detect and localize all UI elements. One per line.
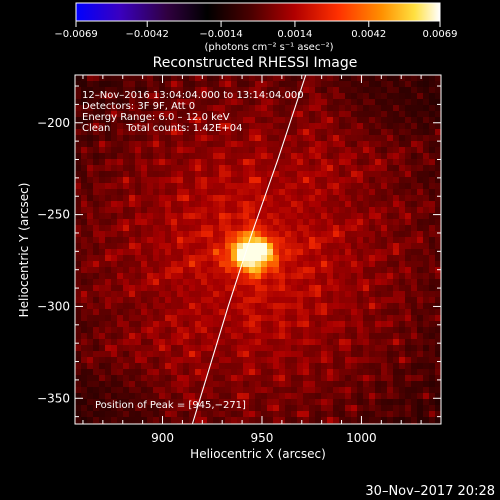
y-tick-label: −300 <box>37 299 70 313</box>
colorbar <box>75 2 441 22</box>
solar-limb-line <box>191 75 307 424</box>
colorbar-ticks: −0.0069 −0.0042 −0.0014 0.0014 0.0042 0.0069 <box>54 21 458 40</box>
footer-date: 30–Nov–2017 20:28 <box>365 484 495 499</box>
annotation-detectors: Detectors: 3F 9F, Att 0 <box>82 101 195 112</box>
y-tick-label: −350 <box>37 391 70 405</box>
colorbar-tick-label: 0.0069 <box>423 29 458 40</box>
colorbar-tick-label: 0.0014 <box>277 29 312 40</box>
annotation-energy-range: Energy Range: 6.0 – 12.0 keV <box>82 112 230 123</box>
axis-ticks: 900 950 1000 −200 −250 −300 −350 <box>37 75 442 445</box>
plot-frame <box>74 74 442 425</box>
annotation-time-range: 12–Nov–2016 13:04:04.000 to 13:14:04.000 <box>82 90 304 101</box>
heatmap-image <box>75 75 441 424</box>
colorbar-tick-label: −0.0042 <box>126 29 169 40</box>
colorbar-units: (photons cm⁻² s⁻¹ asec⁻²) <box>204 42 333 53</box>
chart-title: Reconstructed RHESSI Image <box>153 55 358 71</box>
x-tick-label: 1000 <box>346 431 377 445</box>
y-axis-label: Heliocentric Y (arcsec) <box>17 183 31 318</box>
x-tick-label: 900 <box>151 431 174 445</box>
x-axis-label: Heliocentric X (arcsec) <box>190 447 326 461</box>
y-tick-label: −200 <box>37 116 70 130</box>
colorbar-tick-label: −0.0069 <box>54 29 97 40</box>
annotation-clean-counts: Clean Total counts: 1.42E+04 <box>82 123 242 134</box>
annotation-peak-position: Position of Peak = [945,−271] <box>95 400 246 411</box>
x-tick-label: 950 <box>251 431 274 445</box>
colorbar-tick-label: −0.0014 <box>199 29 242 40</box>
y-tick-label: −250 <box>37 208 70 222</box>
colorbar-tick-label: 0.0042 <box>351 29 386 40</box>
